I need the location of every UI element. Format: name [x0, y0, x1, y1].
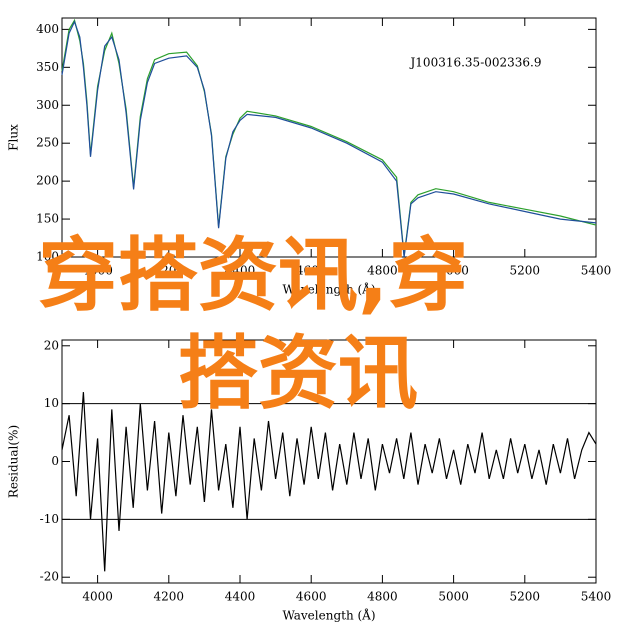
- plot-frame: [61, 17, 597, 258]
- x-tick-label: 4800: [367, 264, 398, 278]
- x-tick-label: 4600: [296, 264, 327, 278]
- x-tick-label: 4400: [225, 590, 256, 604]
- x-tick-label: 5200: [510, 264, 541, 278]
- annotation: J100316.35-002336.9: [408, 56, 541, 70]
- x-tick-label: 4000: [82, 264, 113, 278]
- y-tick-label: 200: [36, 174, 59, 188]
- y-tick-label: -10: [40, 512, 59, 526]
- x-tick-label: 5400: [581, 590, 612, 604]
- x-tick-label: 4600: [296, 590, 327, 604]
- y-tick-label: 100: [36, 250, 59, 264]
- x-tick-label: 5400: [581, 264, 612, 278]
- x-tick-label: 5000: [438, 264, 469, 278]
- y-tick-label: 350: [36, 60, 59, 74]
- data-line: [61, 20, 597, 258]
- y-tick-label: -20: [40, 570, 59, 584]
- y-tick-label: 20: [44, 338, 59, 352]
- y-tick-label: 0: [51, 454, 59, 468]
- y-axis-label: Flux: [7, 124, 21, 151]
- y-tick-label: 150: [36, 212, 59, 226]
- x-axis-label: Wavelength (Å): [282, 608, 375, 623]
- data-line: [61, 392, 597, 572]
- x-tick-label: 4000: [82, 590, 113, 604]
- y-tick-label: 300: [36, 98, 59, 112]
- x-axis-label: Wavelength (Å): [282, 282, 375, 297]
- overlay-text: 搭资讯: [178, 327, 418, 420]
- overlay-text: 穿搭资讯,穿: [38, 229, 469, 322]
- x-tick-label: 4400: [225, 264, 256, 278]
- y-tick-label: 250: [36, 136, 59, 150]
- y-tick-label: 400: [36, 22, 59, 36]
- x-tick-label: 4200: [154, 264, 185, 278]
- y-axis-label: Residual(%): [7, 425, 21, 498]
- x-tick-label: 5000: [438, 590, 469, 604]
- x-tick-label: 4200: [154, 590, 185, 604]
- x-tick-label: 4800: [367, 590, 398, 604]
- y-tick-label: 10: [44, 396, 59, 410]
- x-tick-label: 5200: [510, 590, 541, 604]
